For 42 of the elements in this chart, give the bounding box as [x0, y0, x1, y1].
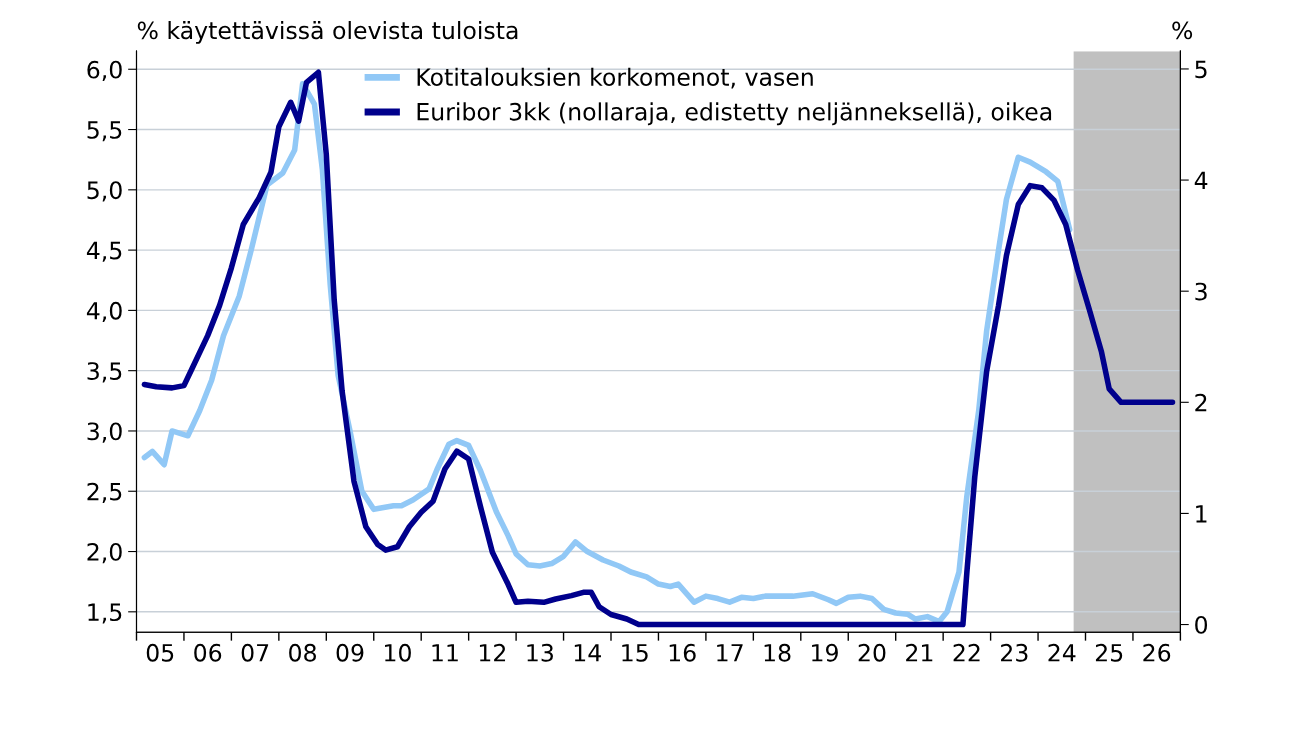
x-tick-label: 09 [336, 643, 364, 662]
y-tick-label: 2,0 [87, 542, 122, 564]
y2-tick-label: 5 [1195, 60, 1207, 79]
x-tick-label: 24 [1048, 643, 1076, 662]
y2-tick-label: 2 [1195, 393, 1207, 412]
x-tick-label: 23 [1001, 643, 1028, 662]
x-tick-label: 25 [1095, 643, 1123, 662]
x-tick-label: 07 [241, 643, 269, 662]
x-tick-label: 15 [622, 644, 648, 662]
y-tick-label: 5,0 [87, 181, 122, 202]
x-tick-label: 21 [906, 643, 933, 662]
y-axis-title: % käytettävissä olevista tuloista [137, 21, 518, 44]
legend-label: Kotitalouksien korkomenot, vasen [417, 67, 813, 89]
x-tick-label: 17 [717, 644, 743, 662]
x-tick-label: 26 [1143, 643, 1171, 662]
x-tick-label: 22 [953, 643, 980, 662]
y2-tick-label: 1 [1196, 505, 1207, 523]
x-tick-label: 05 [146, 643, 174, 662]
y-tick-label: 3,5 [87, 362, 122, 383]
y-tick-label: 6,0 [87, 60, 122, 81]
x-tick-label: 19 [812, 643, 838, 662]
y2-tick-label: 4 [1194, 171, 1208, 190]
y2-tick-label: 0 [1195, 615, 1208, 634]
x-tick-label: 14 [574, 644, 601, 662]
x-tick-label: 18 [764, 643, 791, 662]
y-tick-label: 1,5 [88, 603, 122, 624]
y2-axis-title: % [1172, 21, 1193, 40]
y-tick-label: 3,0 [87, 422, 122, 443]
legend-label: Euribor 3kk (nollaraja, edistetty neljänneksellä), oikea [417, 102, 1052, 126]
x-tick-label: 12 [479, 643, 506, 662]
y-tick-label: 4,5 [86, 241, 122, 262]
x-tick-label: 10 [385, 643, 411, 662]
y2-tick-label: 3 [1195, 282, 1207, 301]
y-tick-label: 4,0 [86, 301, 122, 323]
x-tick-label: 06 [194, 643, 222, 662]
x-tick-label: 16 [669, 643, 696, 662]
x-tick-label: 20 [858, 643, 886, 662]
y-tick-label: 5,5 [87, 121, 122, 142]
y-tick-label: 2,5 [87, 482, 122, 503]
x-tick-label: 08 [289, 643, 316, 662]
x-tick-label: 13 [527, 643, 553, 662]
x-tick-label: 11 [432, 644, 458, 662]
